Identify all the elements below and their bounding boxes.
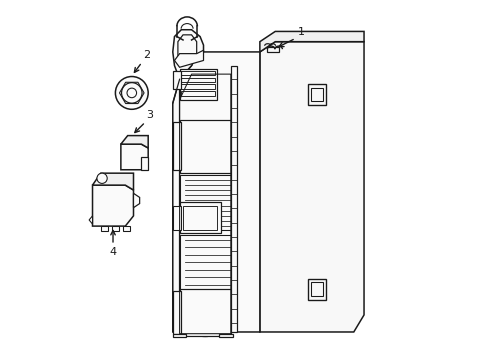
Polygon shape xyxy=(92,185,133,226)
Circle shape xyxy=(97,173,107,183)
Circle shape xyxy=(115,77,148,109)
Polygon shape xyxy=(179,175,230,230)
Circle shape xyxy=(192,300,218,326)
Polygon shape xyxy=(122,226,129,231)
Polygon shape xyxy=(89,216,92,224)
Circle shape xyxy=(127,88,136,98)
Polygon shape xyxy=(121,136,148,148)
Polygon shape xyxy=(172,52,259,332)
Polygon shape xyxy=(179,289,230,337)
Polygon shape xyxy=(174,50,203,67)
Text: 2: 2 xyxy=(143,50,150,60)
Polygon shape xyxy=(230,66,237,332)
Polygon shape xyxy=(172,291,180,334)
Circle shape xyxy=(182,290,228,337)
Circle shape xyxy=(180,123,229,172)
Polygon shape xyxy=(140,157,148,170)
Polygon shape xyxy=(181,71,215,76)
Polygon shape xyxy=(101,226,108,231)
Polygon shape xyxy=(259,42,363,332)
Polygon shape xyxy=(178,35,196,60)
Text: 1: 1 xyxy=(297,27,304,37)
Polygon shape xyxy=(266,47,278,52)
Polygon shape xyxy=(181,84,215,89)
Polygon shape xyxy=(172,334,186,337)
Polygon shape xyxy=(179,69,217,100)
Polygon shape xyxy=(310,88,323,102)
Text: 4: 4 xyxy=(109,247,116,257)
Polygon shape xyxy=(181,91,215,96)
Polygon shape xyxy=(179,120,230,173)
Polygon shape xyxy=(179,202,220,233)
Polygon shape xyxy=(307,279,326,300)
Text: 3: 3 xyxy=(146,110,153,120)
Polygon shape xyxy=(181,77,215,82)
Polygon shape xyxy=(92,173,133,190)
Polygon shape xyxy=(310,283,323,296)
Polygon shape xyxy=(172,122,180,170)
Polygon shape xyxy=(172,71,180,90)
Circle shape xyxy=(191,134,219,161)
Polygon shape xyxy=(133,193,140,208)
Polygon shape xyxy=(183,206,217,230)
Polygon shape xyxy=(259,31,363,52)
Polygon shape xyxy=(219,334,232,337)
Circle shape xyxy=(122,83,142,103)
Polygon shape xyxy=(112,226,119,231)
Polygon shape xyxy=(307,84,326,105)
Polygon shape xyxy=(172,30,203,79)
Polygon shape xyxy=(179,235,230,291)
Polygon shape xyxy=(172,206,180,230)
Polygon shape xyxy=(121,144,148,170)
